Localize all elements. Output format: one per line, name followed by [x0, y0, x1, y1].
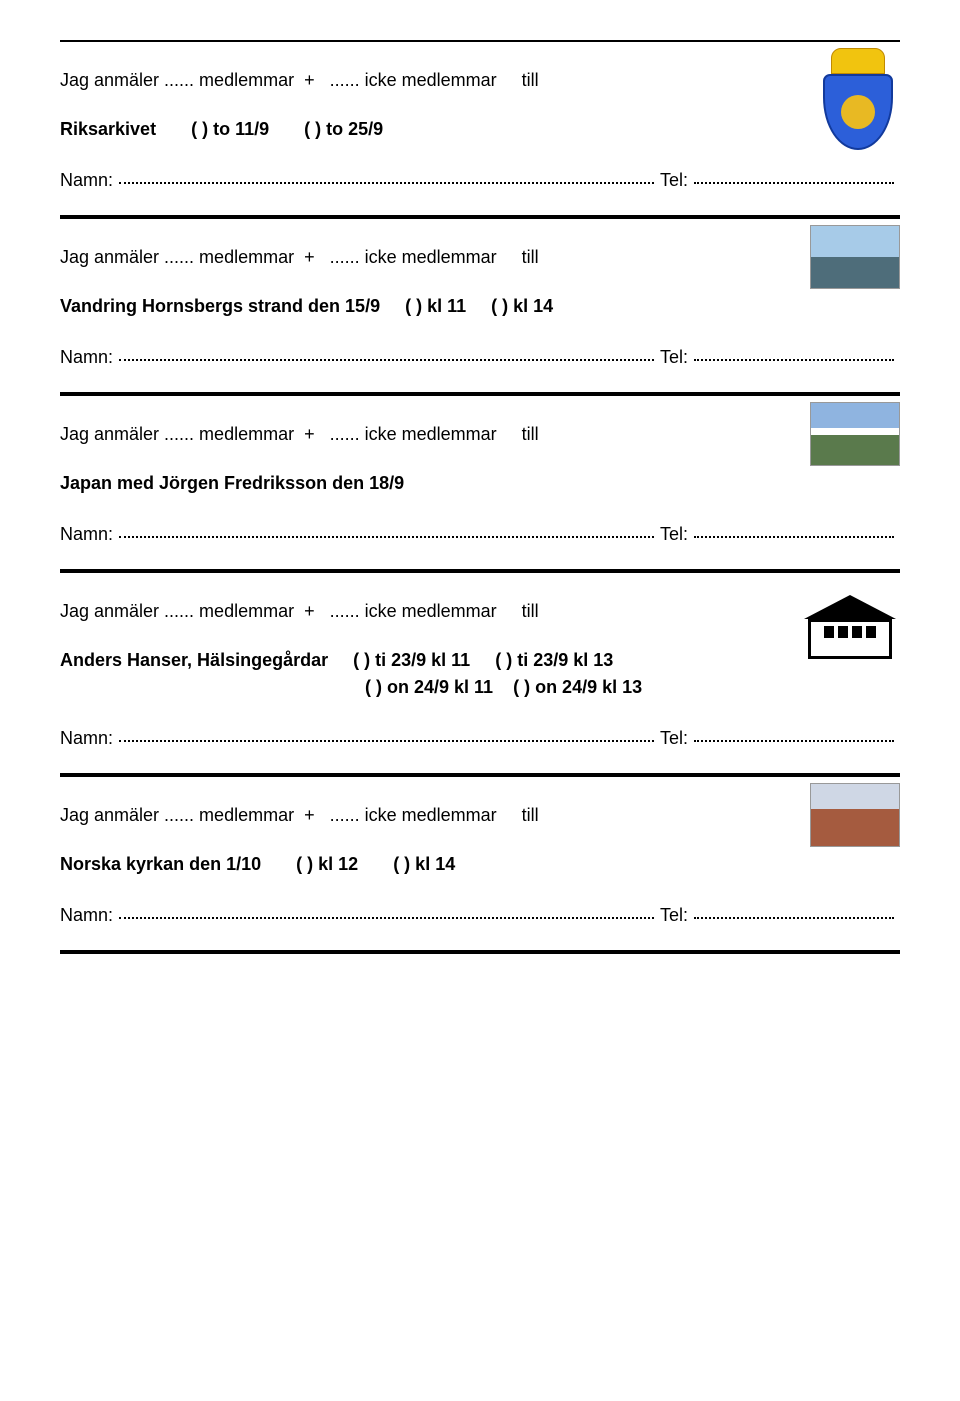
registration-line: Jag anmäler ...... medlemmar + ...... ic… [60, 805, 539, 826]
name-tel-row: Namn: Tel: [60, 903, 900, 926]
time-option-2[interactable]: ( ) kl 14 [393, 854, 455, 874]
tel-label: Tel: [660, 728, 688, 749]
registration-line: Jag anmäler ...... medlemmar + ...... ic… [60, 601, 539, 622]
tel-label: Tel: [660, 347, 688, 368]
tel-label: Tel: [660, 524, 688, 545]
time-option-1[interactable]: ( ) ti 23/9 kl 11 [353, 650, 470, 670]
date-option-1[interactable]: ( ) to 11/9 [191, 119, 269, 139]
tel-input-line[interactable] [694, 724, 894, 742]
registration-line: Jag anmäler ...... medlemmar + ...... ic… [60, 247, 539, 268]
tel-label: Tel: [660, 170, 688, 191]
event-title: Anders Hanser, Hälsingegårdar [60, 650, 328, 670]
name-label: Namn: [60, 728, 113, 749]
time-option-3[interactable]: ( ) on 24/9 kl 11 [365, 677, 493, 697]
name-tel-row: Namn: Tel: [60, 726, 900, 749]
section-norska: Jag anmäler ...... medlemmar + ...... ic… [60, 777, 900, 950]
name-label: Namn: [60, 347, 113, 368]
time-option-2[interactable]: ( ) ti 23/9 kl 13 [495, 650, 613, 670]
time-option-1[interactable]: ( ) kl 11 [405, 296, 466, 316]
section-hanser: Jag anmäler ...... medlemmar + ...... ic… [60, 573, 900, 773]
date-option-2[interactable]: ( ) to 25/9 [304, 119, 383, 139]
event-title: Vandring Hornsbergs strand den 15/9 [60, 296, 380, 316]
registration-line: Jag anmäler ...... medlemmar + ...... ic… [60, 424, 539, 445]
tel-input-line[interactable] [694, 901, 894, 919]
name-tel-row: Namn: Tel: [60, 345, 900, 368]
tel-input-line[interactable] [694, 343, 894, 361]
time-option-4[interactable]: ( ) on 24/9 kl 13 [513, 677, 642, 697]
coat-of-arms-icon [816, 48, 900, 156]
name-label: Namn: [60, 524, 113, 545]
name-label: Namn: [60, 170, 113, 191]
name-tel-row: Namn: Tel: [60, 168, 900, 191]
name-input-line[interactable] [119, 724, 654, 742]
name-tel-row: Namn: Tel: [60, 522, 900, 545]
name-input-line[interactable] [119, 166, 654, 184]
event-title: Norska kyrkan den 1/10 [60, 854, 261, 874]
registration-line: Jag anmäler ...... medlemmar + ...... ic… [60, 70, 539, 91]
section-japan: Jag anmäler ...... medlemmar + ...... ic… [60, 396, 900, 569]
tel-input-line[interactable] [694, 166, 894, 184]
name-input-line[interactable] [119, 343, 654, 361]
name-input-line[interactable] [119, 520, 654, 538]
bottom-rule [60, 950, 900, 954]
event-title: Japan med Jörgen Fredriksson den 18/9 [60, 473, 404, 493]
section-riksarkivet: Jag anmäler ...... medlemmar + ...... ic… [60, 42, 900, 215]
tel-input-line[interactable] [694, 520, 894, 538]
section-hornsberg: Jag anmäler ...... medlemmar + ...... ic… [60, 219, 900, 392]
tel-label: Tel: [660, 905, 688, 926]
event-title: Riksarkivet [60, 119, 156, 139]
name-input-line[interactable] [119, 901, 654, 919]
name-label: Namn: [60, 905, 113, 926]
time-option-1[interactable]: ( ) kl 12 [296, 854, 358, 874]
time-option-2[interactable]: ( ) kl 14 [491, 296, 553, 316]
